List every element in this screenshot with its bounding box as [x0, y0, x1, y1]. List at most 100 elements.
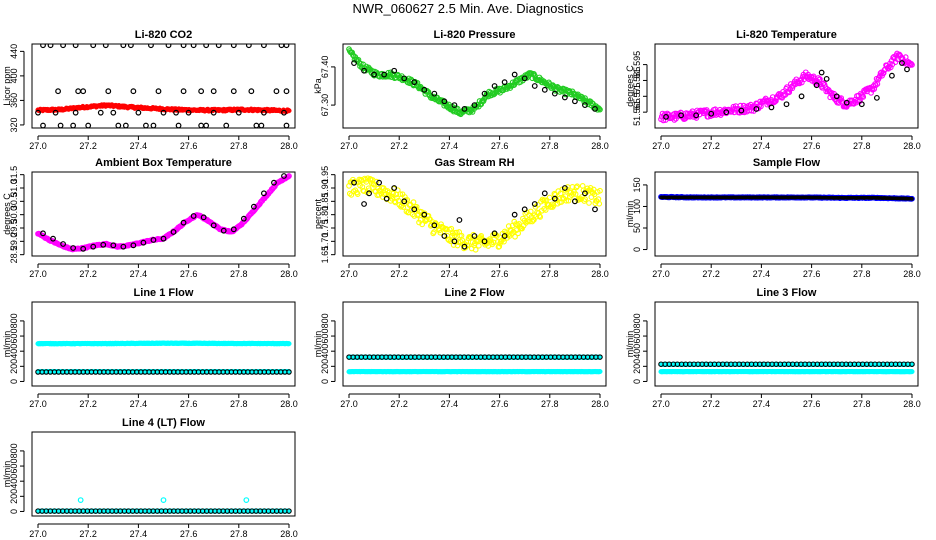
point: [786, 89, 793, 96]
x-tick-label: 27.8: [853, 269, 871, 279]
point: [431, 222, 438, 229]
point: [102, 44, 109, 49]
point: [833, 93, 840, 100]
y-tick-label: 30.0: [9, 206, 19, 224]
data-points: [658, 193, 915, 202]
point: [597, 368, 603, 375]
y-tick-label: 0: [9, 509, 19, 514]
point: [899, 60, 905, 66]
point: [248, 88, 255, 95]
point: [798, 93, 805, 100]
chart-title: Line 4 (LT) Flow: [122, 417, 205, 429]
point: [90, 44, 97, 49]
x-tick-label: 27.6: [803, 141, 821, 151]
x-tick-label: 27.4: [130, 141, 148, 151]
x-axis: 27.0 27.2 27.4 27.6 27.8 28.0: [29, 263, 298, 279]
x-tick-label: 27.0: [652, 269, 670, 279]
point: [441, 233, 448, 239]
point: [478, 232, 485, 239]
y-tick-label: 360: [9, 93, 19, 108]
point: [531, 83, 538, 89]
point: [155, 88, 162, 95]
point: [230, 88, 237, 95]
point: [52, 109, 59, 116]
x-tick-label: 27.2: [702, 399, 720, 409]
x-tick-label: 27.8: [541, 399, 559, 409]
point: [170, 229, 177, 235]
y-axis-label: ml/min: [625, 201, 635, 228]
point: [541, 86, 548, 93]
point: [660, 117, 667, 124]
series-pressure-avg: [351, 60, 598, 112]
point: [910, 197, 914, 201]
point: [286, 108, 292, 114]
y-axis-label: degrees C: [625, 65, 635, 107]
point: [592, 206, 598, 213]
point: [574, 183, 581, 190]
series-rh-avg: [351, 179, 598, 250]
plot-frame: [654, 43, 919, 129]
plot-frame: [31, 43, 296, 129]
point: [351, 60, 357, 66]
plot-frame: [654, 301, 919, 387]
x-tick-label: 27.8: [230, 399, 248, 409]
plot-frame: [31, 171, 296, 257]
y-tick-label: 200: [9, 489, 19, 504]
series-line1-avg: [35, 369, 292, 375]
x-tick-label: 27.2: [702, 269, 720, 279]
x-tick-label: 27.8: [853, 399, 871, 409]
point: [70, 245, 77, 251]
point: [519, 225, 525, 232]
point: [471, 233, 478, 239]
point: [481, 238, 488, 245]
point: [411, 206, 418, 213]
point: [72, 44, 79, 49]
point: [120, 243, 127, 250]
x-axis: 27.0 27.2 27.4 27.6 27.8 28.0: [652, 393, 921, 409]
point: [361, 67, 367, 74]
y-axis-label: Licor ppm: [2, 66, 12, 106]
x-tick-label: 27.6: [803, 269, 821, 279]
point: [572, 98, 578, 105]
point: [40, 122, 46, 128]
point: [100, 241, 107, 248]
x-axis: 27.0 27.2 27.4 27.6 27.8 28.0: [652, 135, 921, 151]
chart-title: Ambient Box Temperature: [95, 157, 232, 169]
y-tick-label: 31.0: [9, 179, 19, 197]
point: [860, 94, 867, 100]
point: [185, 109, 192, 116]
point: [130, 88, 137, 95]
point: [391, 185, 398, 191]
y-axis-label: kPa: [313, 78, 323, 94]
data-points: [658, 50, 915, 124]
point: [527, 208, 534, 215]
point: [491, 83, 498, 89]
data-points: [346, 46, 603, 118]
x-tick-label: 27.2: [390, 399, 408, 409]
point: [140, 239, 147, 246]
point: [537, 214, 544, 220]
point: [366, 190, 372, 197]
chart-title: Line 3 Flow: [757, 287, 817, 299]
point: [190, 213, 197, 219]
point: [511, 211, 518, 218]
point: [454, 105, 461, 112]
point: [858, 101, 865, 108]
point: [551, 90, 558, 97]
point: [843, 99, 850, 106]
point: [391, 67, 398, 74]
x-tick-label: 27.0: [340, 399, 358, 409]
point: [441, 98, 448, 105]
point: [376, 179, 383, 186]
x-tick-label: 27.6: [180, 141, 198, 151]
x-tick-label: 27.0: [29, 399, 47, 409]
point: [823, 75, 830, 82]
y-tick-label: 400: [320, 344, 330, 359]
data-points: [346, 175, 603, 253]
plot-frame: [342, 301, 607, 387]
point: [180, 219, 187, 226]
point: [678, 112, 684, 119]
